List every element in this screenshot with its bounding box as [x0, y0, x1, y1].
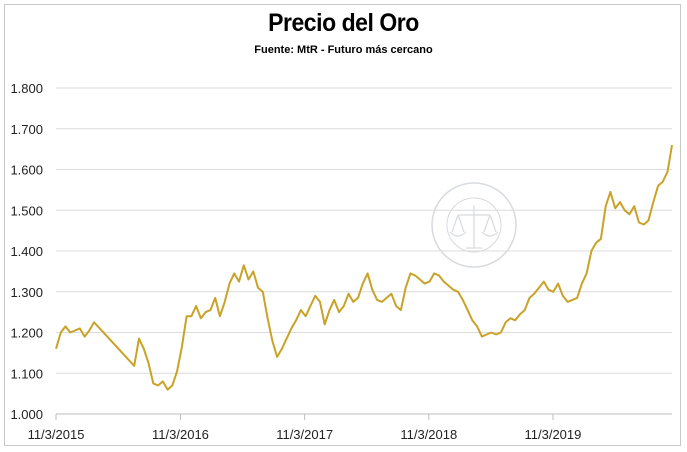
bolsa-seal-watermark [431, 182, 517, 268]
x-tick-label: 11/3/2015 [28, 427, 85, 442]
x-tick-label: 11/3/2019 [525, 427, 582, 442]
x-tick-label: 11/3/2018 [400, 427, 457, 442]
y-tick-label: 1.700 [10, 122, 43, 137]
chart-subtitle: Fuente: MtR - Futuro más cercano [254, 44, 433, 56]
y-axis: 1.000 1.100 1.200 1.300 1.400 1.500 1.600 1.700… [10, 81, 43, 422]
y-tick-label: 1.600 [10, 163, 43, 178]
chart-gridlines [56, 87, 672, 374]
y-tick-label: 1.100 [10, 366, 43, 381]
chart-title: Precio del Oro [268, 9, 419, 37]
y-tick-label: 1.500 [10, 203, 43, 218]
y-tick-label: 1.300 [10, 285, 43, 300]
y-tick-label: 1.000 [10, 407, 43, 422]
chart-frame [4, 4, 681, 446]
x-tick-label: 11/3/2017 [276, 427, 333, 442]
x-tick-label: 11/3/2016 [152, 427, 209, 442]
gold-price-line [55, 144, 673, 391]
y-tick-label: 1.400 [10, 244, 43, 259]
y-tick-label: 1.800 [10, 81, 43, 96]
y-tick-label: 1.200 [10, 326, 43, 341]
x-axis: 11/3/2015 11/3/2016 11/3/2017 11/3/2018 11/3… [28, 413, 672, 442]
